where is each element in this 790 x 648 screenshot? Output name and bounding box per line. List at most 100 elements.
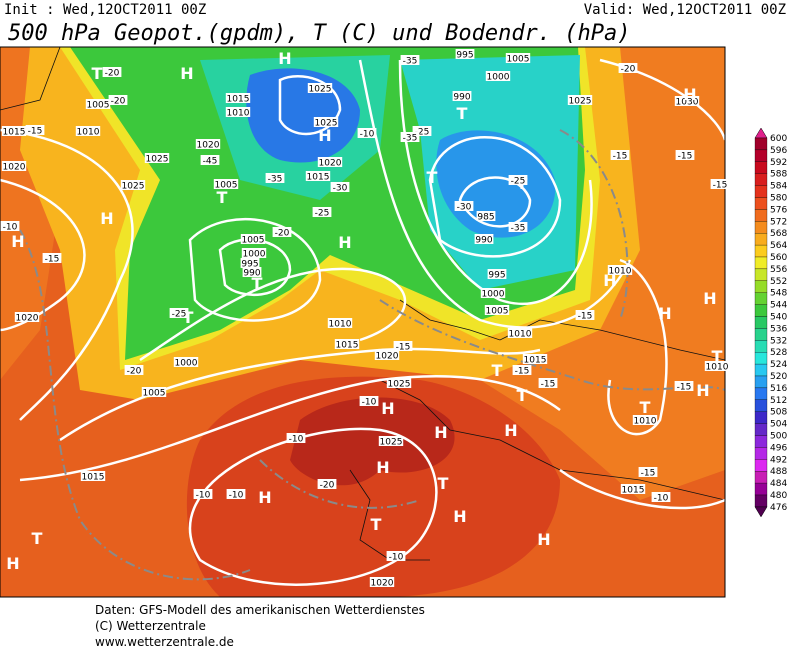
label-box [651, 492, 671, 502]
colorbar-swatch [754, 411, 768, 424]
footer-line: (C) Wetterzentrale [95, 619, 206, 633]
colorbar-swatch [754, 137, 768, 151]
contour-label: 990 [453, 93, 470, 103]
colorbar-swatch [754, 209, 768, 222]
contour-label: -10 [654, 494, 669, 504]
colorbar-swatch [754, 399, 768, 412]
pressure-center: H [338, 233, 351, 252]
contour-label: -15 [515, 367, 530, 377]
colorbar-swatch [754, 435, 768, 448]
coastline [379, 379, 725, 501]
label-box [480, 288, 506, 298]
pressure-center: H [6, 554, 19, 573]
label-box [317, 157, 343, 167]
label-box [632, 415, 658, 425]
colorbar-arrow [754, 506, 768, 518]
label-box [638, 467, 658, 477]
label-box [675, 150, 695, 160]
contour-label: -25 [315, 209, 330, 219]
pressure-center: T [427, 168, 438, 187]
contour-label: 995 [488, 271, 505, 281]
label-box [195, 139, 221, 149]
colorbar-label: 592 [770, 158, 787, 168]
map-title: 500 hPa Geopot.(gpdm), T (C) und Bodendr… [8, 21, 631, 46]
label-box [14, 312, 40, 322]
contour-label: 1025 [388, 380, 411, 390]
label-box [567, 95, 593, 105]
colorbar-swatch [754, 375, 768, 389]
map-labels: T -20 H H 1005 -20 1015 -15 1010 1015 1010 1025 1025… [0, 49, 730, 589]
colorbar-swatch [754, 363, 768, 377]
contour-label: -15 [678, 152, 693, 162]
label-box [487, 269, 507, 279]
contour-label: 1005 [215, 181, 238, 191]
pressure-center: T [371, 515, 382, 534]
contour-label: 1015 [227, 95, 250, 105]
label-box [412, 126, 432, 136]
contour-label: 1015 [622, 486, 645, 496]
label-box [85, 99, 111, 109]
label-box [386, 551, 406, 561]
isobar [458, 176, 532, 228]
contour-label: -35 [511, 224, 526, 234]
contour-label: 1010 [77, 128, 100, 138]
pressure-center: H [100, 209, 113, 228]
pressure-center: H [683, 85, 696, 104]
label-box [378, 436, 404, 446]
contour-label: 1020 [376, 352, 399, 362]
contour-label: 1020 [319, 159, 342, 169]
contour-label: -20 [111, 97, 126, 107]
colorbar-label: 588 [770, 170, 787, 180]
contour-label: 1010 [227, 109, 250, 119]
isobar [0, 128, 134, 421]
label-box [240, 258, 260, 268]
label-box [272, 227, 292, 237]
colorbar-label: 480 [770, 491, 787, 501]
colorbar-label: 488 [770, 467, 787, 477]
colorbar-swatch [754, 340, 768, 353]
label-box [674, 96, 700, 106]
contour-label: 1005 [486, 307, 509, 317]
isobar [139, 267, 406, 362]
label-box [575, 310, 595, 320]
label-box [305, 171, 331, 181]
contour-label: -15 [713, 181, 728, 191]
colorbar-swatch [754, 471, 768, 484]
pressure-center: H [434, 423, 447, 442]
contour-label: -25 [172, 310, 187, 320]
contour-label: 1000 [482, 290, 505, 300]
contour-label: -20 [320, 481, 335, 491]
pressure-center: H [696, 381, 709, 400]
colorbar-swatch [754, 280, 768, 293]
label-box [522, 354, 548, 364]
contour-label: 1020 [16, 314, 39, 324]
contour-label: -30 [457, 203, 472, 213]
label-box [327, 318, 353, 328]
contour-label: 1000 [175, 359, 198, 369]
colorbar-swatch [754, 173, 768, 186]
colorbar-label: 540 [770, 313, 787, 323]
colorbar-label: 512 [770, 396, 787, 406]
contour-label: -35 [403, 57, 418, 67]
isobar [59, 347, 541, 442]
contour-label: 1025 [309, 85, 332, 95]
colorbar-label: 576 [770, 205, 787, 215]
label-box [484, 305, 510, 315]
colorbar-swatch [754, 197, 768, 210]
label-box [265, 173, 285, 183]
contour-label: 985 [477, 213, 494, 223]
colorbar-label: 500 [770, 432, 787, 442]
contour-label: -10 [360, 130, 375, 140]
label-box [400, 132, 420, 142]
contour-label: 1015 [3, 128, 26, 138]
isobar [559, 468, 725, 510]
pressure-center: H [376, 458, 389, 477]
label-box [507, 328, 533, 338]
label-box [169, 308, 189, 318]
colorbar-label: 520 [770, 372, 787, 382]
label-box [359, 396, 379, 406]
colorbar-label: 600 [770, 134, 787, 144]
hot-area [186, 376, 560, 597]
colorbar-swatch [754, 423, 768, 436]
contour-label: -10 [289, 435, 304, 445]
